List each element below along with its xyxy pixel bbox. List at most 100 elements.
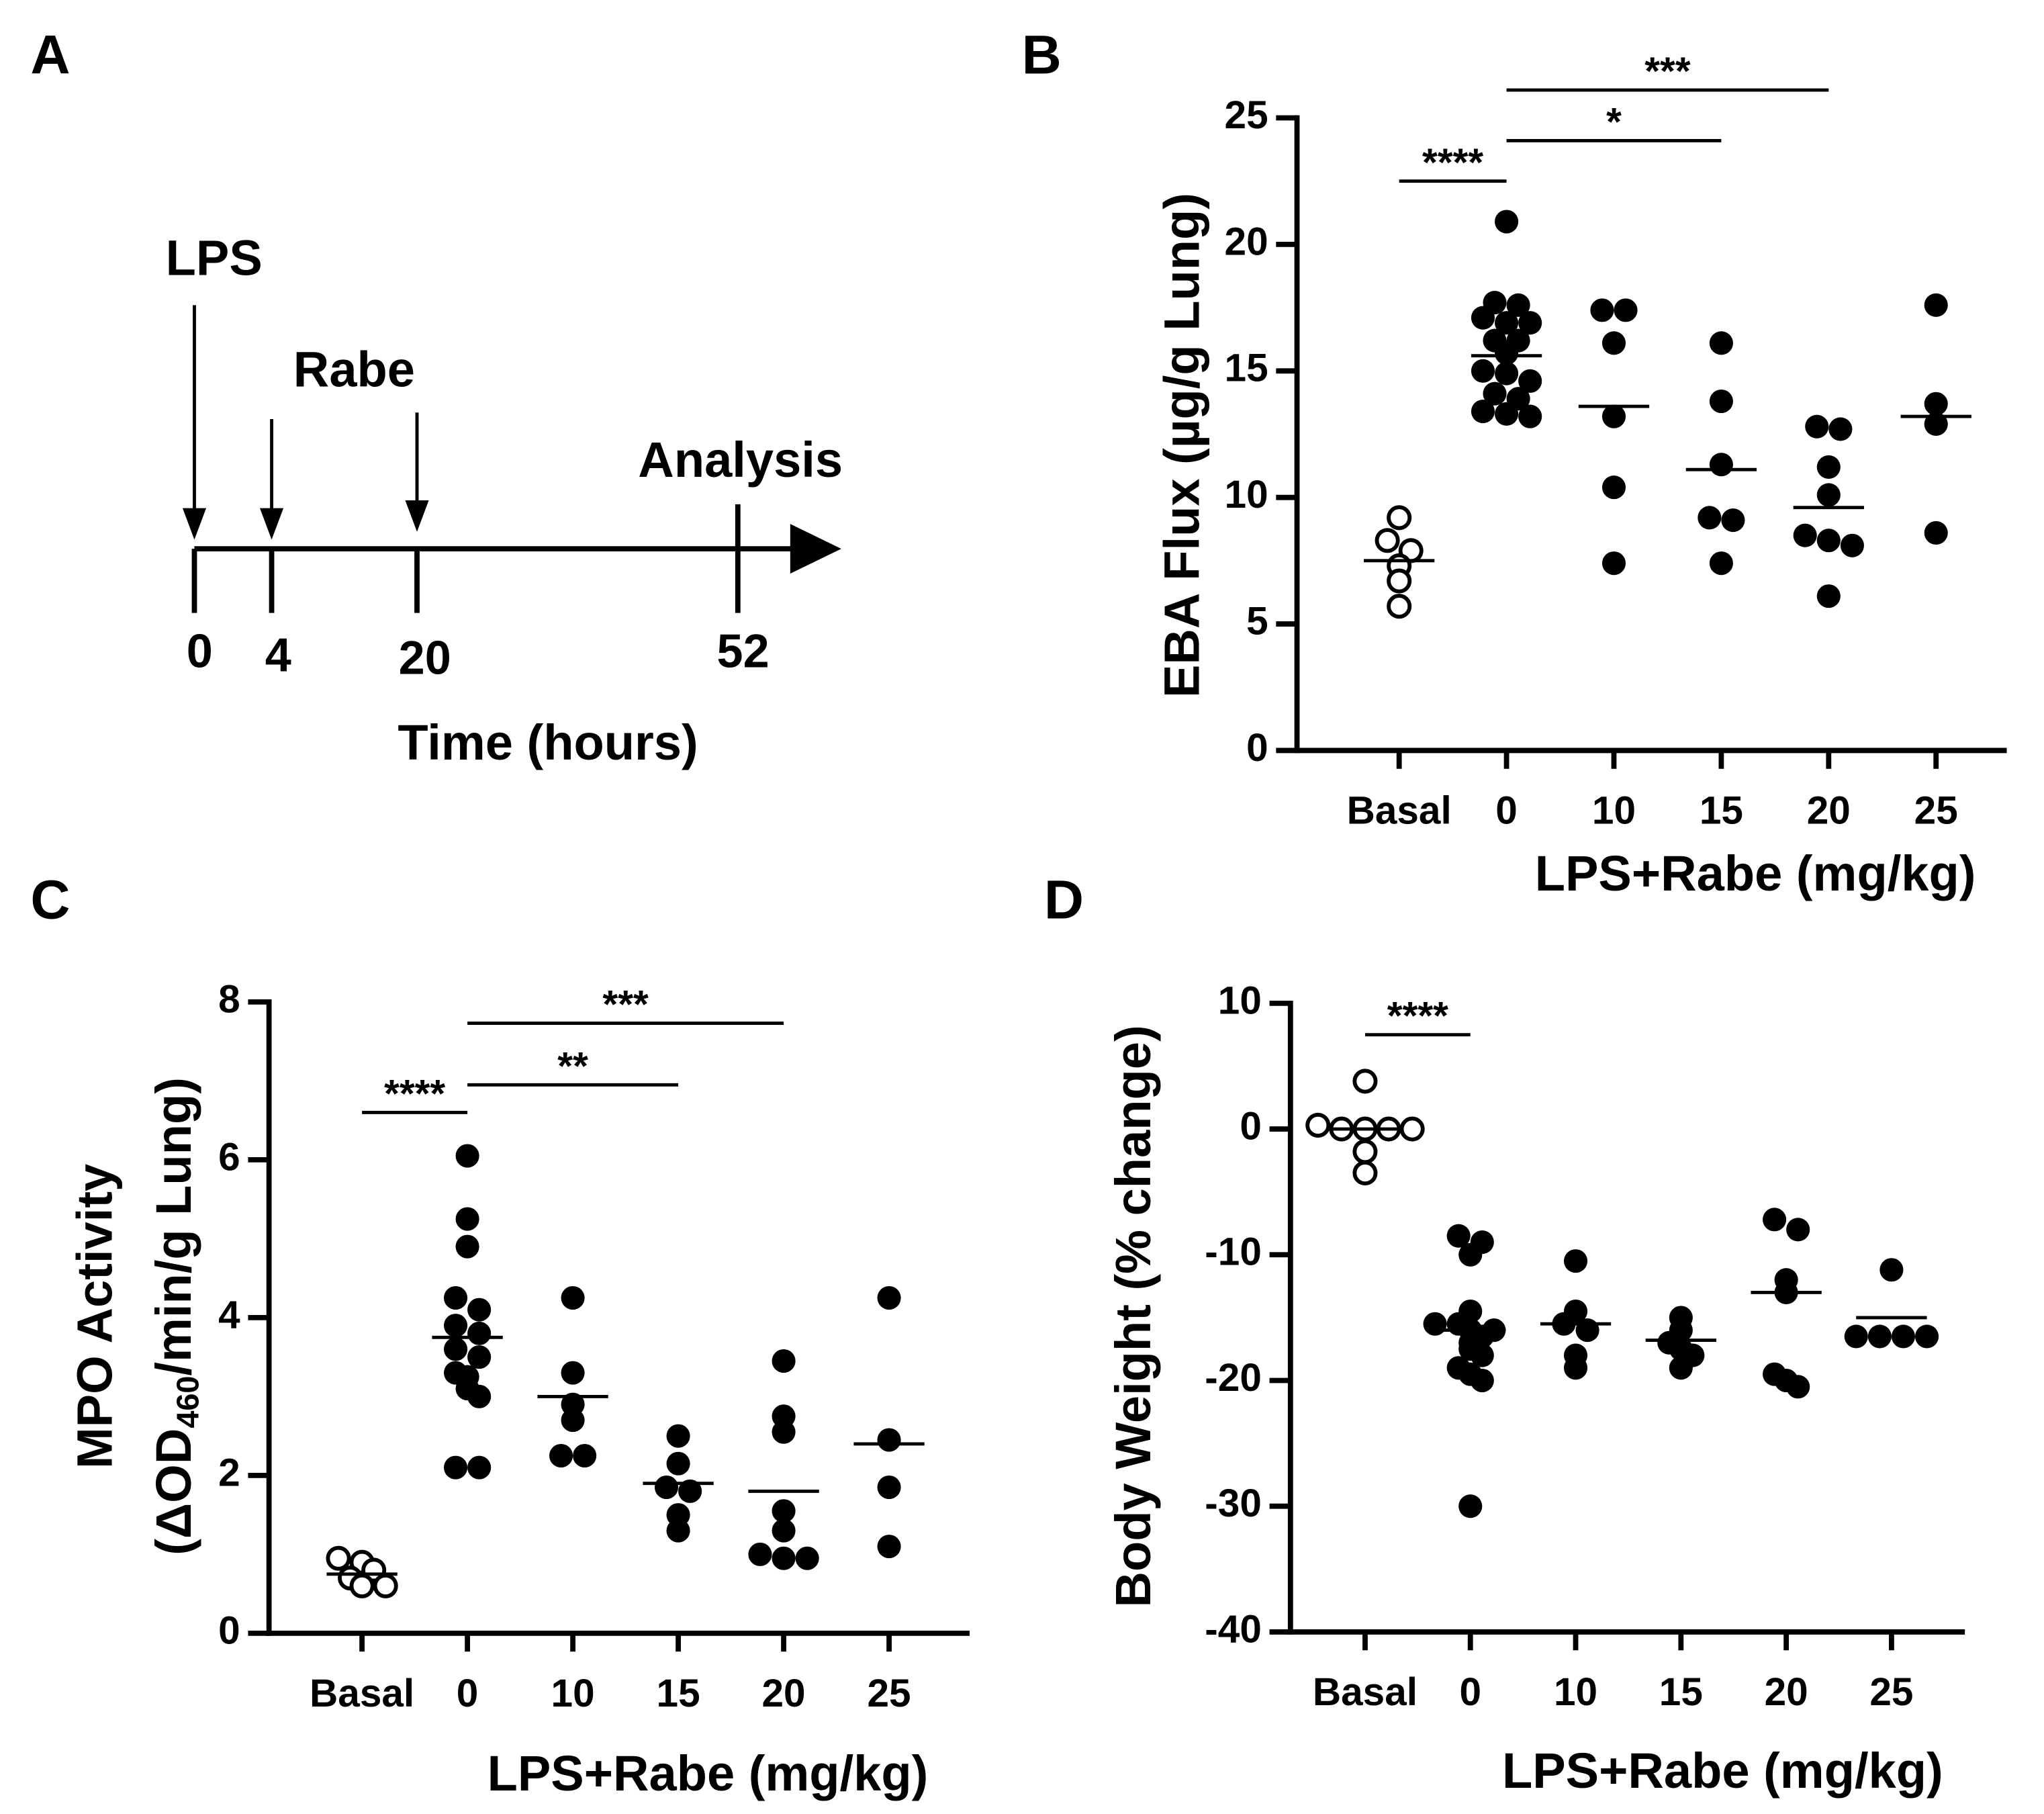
y-axis-title-part: 460: [171, 1376, 205, 1428]
data-point: [1590, 298, 1614, 322]
data-point: [1786, 1218, 1810, 1242]
data-point: [1471, 306, 1495, 330]
x-tick-label: 20: [1807, 789, 1851, 833]
data-point: [549, 1443, 573, 1468]
time-label: 4: [265, 628, 291, 681]
panel-letter: D: [1044, 869, 1084, 930]
data-point: [1891, 1324, 1916, 1349]
data-point: [467, 1384, 492, 1408]
x-axis-title: Time (hours): [398, 715, 698, 770]
panel-letter: A: [30, 24, 70, 85]
data-point: [1709, 389, 1733, 414]
y-axis-title-part: (ΔOD: [146, 1428, 201, 1555]
data-point: [467, 1455, 492, 1480]
panel-letter: C: [30, 869, 70, 930]
x-tick-label: 10: [551, 1672, 595, 1715]
data-point: [561, 1408, 585, 1433]
data-point: [1471, 359, 1495, 383]
data-point: [443, 1455, 468, 1480]
significance-label: ****: [384, 1072, 445, 1116]
x-tick-label: Basal: [1313, 1670, 1418, 1714]
x-tick-label: 25: [1869, 1670, 1913, 1714]
data-point: [1387, 568, 1412, 594]
data-point: [1563, 1356, 1588, 1380]
y-tick-label: 10: [1225, 473, 1268, 516]
data-point: [1879, 1258, 1904, 1282]
x-tick-label: 0: [457, 1672, 479, 1715]
data-point: [1352, 1161, 1378, 1186]
x-tick-label: 25: [868, 1672, 911, 1715]
data-point: [1375, 528, 1400, 553]
data-point: [573, 1443, 597, 1468]
event-arrowhead: [182, 508, 207, 540]
data-point: [349, 1573, 375, 1598]
data-point: [1709, 551, 1733, 576]
data-point: [1698, 506, 1722, 530]
y-tick-label: -20: [1205, 1356, 1262, 1400]
x-tick-label: 25: [1914, 789, 1958, 833]
data-point: [1601, 331, 1626, 355]
data-point: [1470, 1368, 1494, 1393]
data-point: [467, 1298, 492, 1322]
data-point: [1399, 1116, 1425, 1142]
y-tick-label: 15: [1225, 347, 1268, 390]
data-point: [772, 1518, 796, 1543]
data-point: [1709, 331, 1733, 355]
data-point: [1495, 361, 1519, 386]
data-point: [1816, 584, 1841, 608]
data-point: [877, 1535, 901, 1559]
data-point: [1446, 1224, 1471, 1248]
data-point: [443, 1285, 468, 1310]
data-point: [748, 1542, 772, 1566]
data-point: [1518, 404, 1542, 428]
data-point: [467, 1345, 492, 1369]
data-point: [1786, 1375, 1810, 1399]
x-tick-label: 0: [1495, 789, 1518, 833]
data-point: [772, 1499, 796, 1523]
y-tick-label: 10: [1218, 979, 1262, 1022]
x-tick-label: 20: [762, 1672, 806, 1715]
data-point: [1601, 475, 1626, 500]
data-point: [455, 1207, 479, 1231]
panel-a: A LPS Rabe Analysis 0 4 20 52 Time (hour…: [30, 24, 843, 770]
data-point: [1669, 1356, 1693, 1380]
data-point: [1305, 1112, 1331, 1138]
data-point: [1483, 381, 1507, 406]
data-point: [1924, 520, 1948, 545]
time-label: 0: [187, 625, 213, 678]
data-point: [326, 1545, 351, 1571]
data-point: [1793, 523, 1817, 547]
event-arrowhead: [259, 508, 284, 540]
data-point: [1844, 1324, 1868, 1349]
x-axis-title: LPS+Rabe (mg/kg): [1502, 1743, 1943, 1799]
event-arrowhead: [405, 500, 429, 532]
significance-label: ****: [1422, 141, 1483, 185]
y-tick-label: 20: [1225, 220, 1268, 263]
data-point: [1924, 412, 1948, 436]
data-point: [1458, 1242, 1483, 1267]
data-point: [455, 1144, 479, 1168]
y-axis-title: MPO Activity: [67, 1164, 123, 1469]
data-point: [1495, 311, 1519, 335]
time-label: 52: [717, 625, 770, 678]
panel-letter: B: [1022, 24, 1062, 85]
data-point: [1709, 453, 1733, 477]
data-point: [1816, 529, 1841, 553]
data-point: [1387, 505, 1412, 531]
data-point: [1470, 1343, 1494, 1367]
significance-label: ***: [1644, 50, 1691, 93]
data-point: [1423, 1312, 1447, 1336]
data-point: [1816, 483, 1841, 507]
data-point: [1352, 1139, 1378, 1165]
data-point: [1867, 1324, 1892, 1349]
y-axis-title-part: /min/g Lung): [146, 1077, 201, 1375]
y-tick-label: 0: [1246, 726, 1268, 770]
data-point: [666, 1451, 690, 1476]
significance-label: **: [557, 1044, 588, 1088]
time-label: 20: [399, 631, 451, 684]
x-tick-label: 20: [1765, 1670, 1808, 1714]
